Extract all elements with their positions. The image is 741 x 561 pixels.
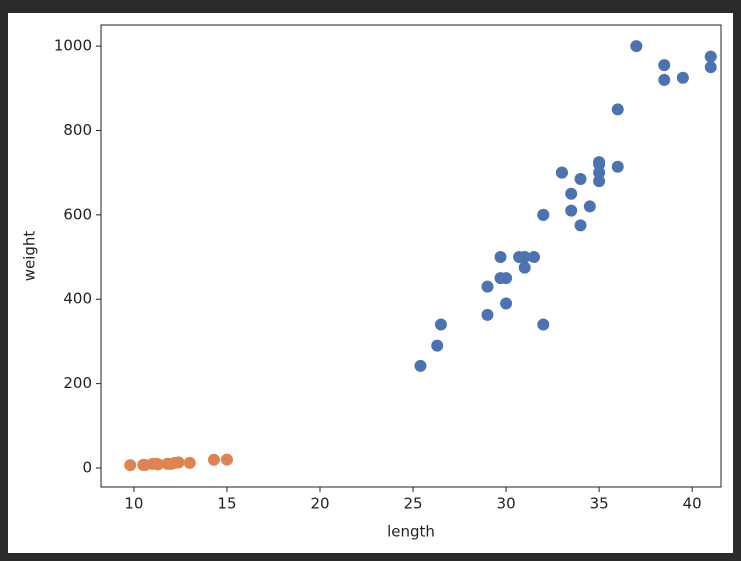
point	[431, 339, 444, 352]
y-tick-label: 400	[63, 290, 92, 308]
point	[583, 200, 596, 213]
y-tick-label: 1000	[54, 37, 92, 55]
point	[494, 251, 507, 264]
point	[172, 456, 185, 469]
point	[518, 251, 531, 264]
y-tick-label: 600	[63, 205, 92, 223]
point	[518, 261, 531, 274]
x-tick-label: 10	[124, 495, 143, 513]
x-tick-label: 35	[590, 495, 609, 513]
point	[704, 50, 717, 63]
point	[537, 208, 550, 221]
point	[527, 251, 540, 264]
y-tick-label: 0	[82, 459, 92, 477]
point	[611, 160, 624, 173]
y-axis-label: weight	[21, 231, 39, 282]
point	[207, 453, 220, 466]
point	[565, 187, 578, 200]
point	[593, 166, 606, 179]
point	[434, 318, 447, 331]
point	[593, 175, 606, 188]
point	[676, 71, 689, 84]
point	[414, 359, 427, 372]
figure-background	[8, 13, 733, 553]
point	[630, 40, 643, 53]
point	[500, 297, 513, 310]
point	[593, 158, 606, 171]
point	[658, 73, 671, 86]
point	[537, 318, 550, 331]
point	[565, 204, 578, 217]
point	[481, 280, 494, 293]
x-axis-label: length	[387, 523, 435, 541]
x-tick-label: 15	[217, 495, 236, 513]
plot-frame	[100, 24, 722, 488]
point	[183, 456, 196, 469]
point	[500, 272, 513, 285]
x-tick-label: 20	[310, 495, 329, 513]
y-tick-label: 200	[63, 374, 92, 392]
x-tick-label: 30	[497, 495, 516, 513]
x-tick-label: 25	[403, 495, 422, 513]
point	[704, 61, 717, 74]
y-tick-label: 800	[63, 121, 92, 139]
point	[555, 166, 568, 179]
point	[658, 59, 671, 72]
point	[124, 459, 137, 472]
point	[220, 453, 233, 466]
point	[481, 308, 494, 321]
point	[574, 173, 587, 185]
x-tick-label: 40	[683, 495, 702, 513]
point	[611, 103, 624, 116]
point	[152, 458, 165, 471]
point	[574, 219, 587, 232]
